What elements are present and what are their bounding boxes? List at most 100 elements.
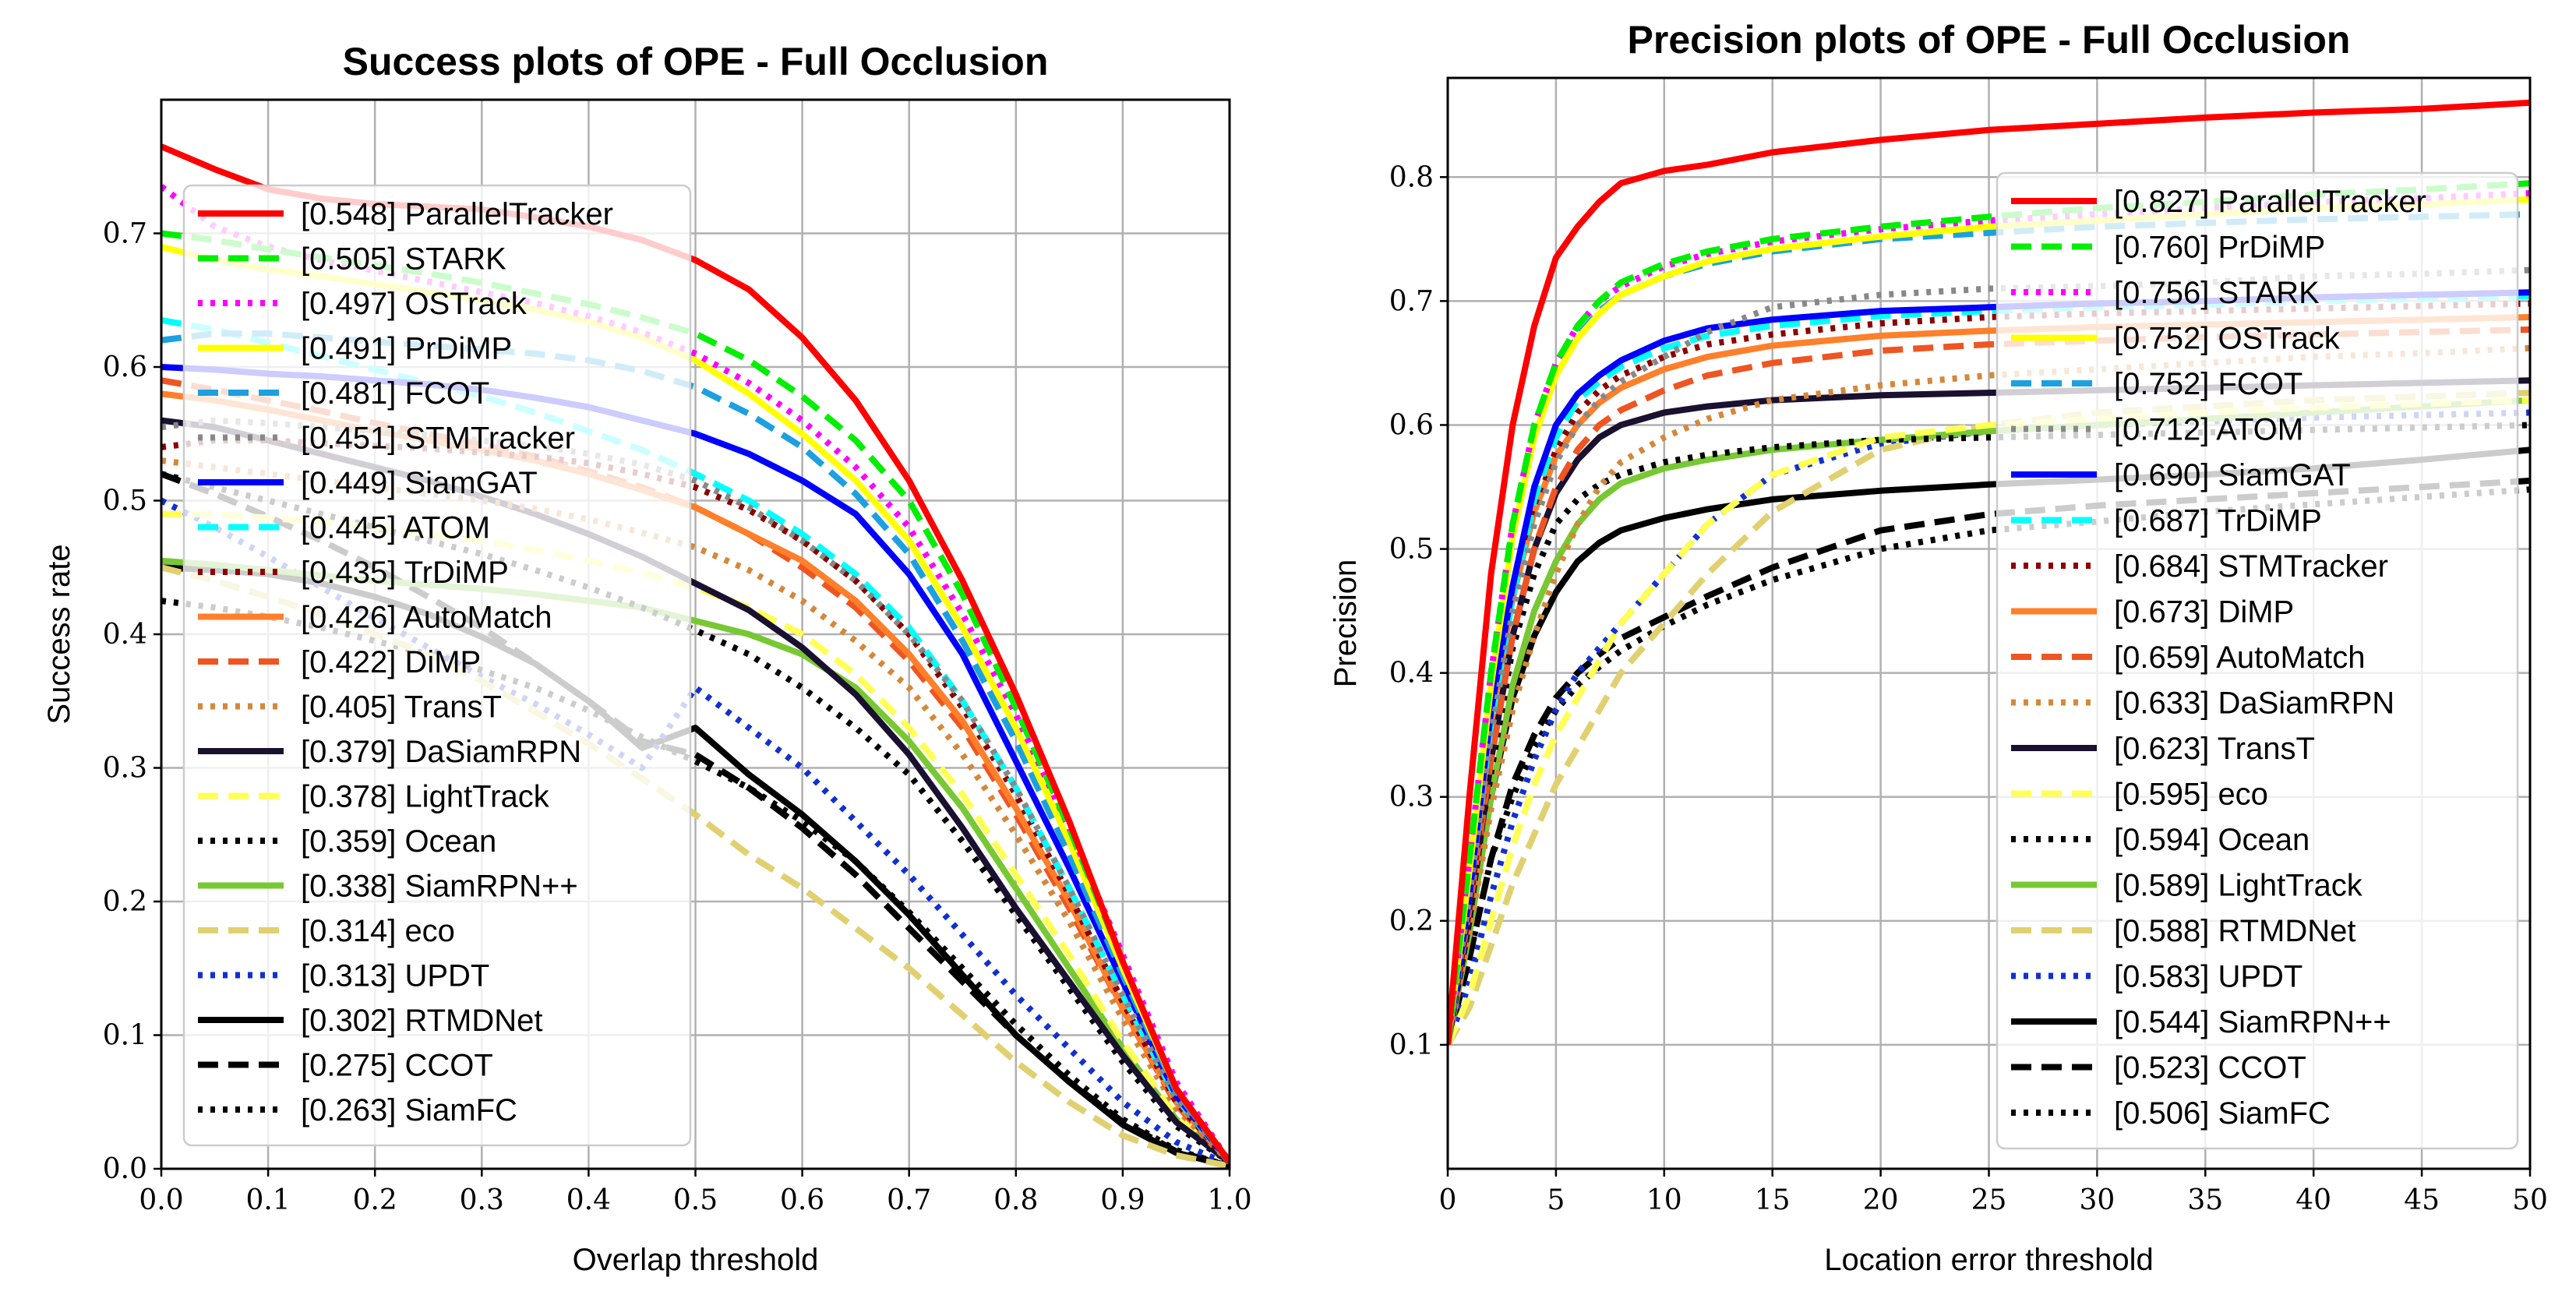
legend-entry: [0.633] DaSiamRPN [2114,686,2394,721]
legend-entry: [0.752] FCOT [2114,367,2303,401]
y-tick-label: 0.1 [103,1020,147,1052]
y-tick-label: 0.3 [103,753,147,785]
x-tick-label: 0 [1439,1184,1457,1216]
legend-entry: [0.302] RTMDNet [301,1004,543,1038]
y-tick-label: 0.1 [1389,1029,1434,1061]
legend-entry: [0.505] STARK [301,242,506,277]
y-tick-label: 0.2 [103,886,147,918]
y-tick-label: 0.6 [1389,409,1434,441]
x-tick-label: 0.5 [673,1184,718,1216]
x-tick-label: 0.0 [139,1184,183,1216]
y-tick-label: 0.7 [1389,285,1434,317]
x-tick-label: 50 [2512,1184,2548,1216]
x-tick-label: 0.8 [993,1184,1038,1216]
y-tick-label: 0.7 [103,218,147,250]
x-tick-label: 10 [1646,1184,1682,1216]
legend-entry: [0.673] DiMP [2114,595,2294,630]
legend: [0.827] ParallelTracker [0.760] PrDiMP [0.… [1996,171,2519,1150]
y-tick-label: 0.4 [103,619,147,651]
legend-entry: [0.422] DiMP [301,645,481,679]
series-line [1448,266,2530,1046]
legend-entry: [0.445] ATOM [301,511,490,545]
legend-entry: [0.687] TrDiMP [2114,504,2322,538]
legend-entry: [0.359] Ocean [301,824,496,859]
x-tick-label: 0.3 [460,1184,504,1216]
legend-entry: [0.583] UPDT [2114,960,2303,994]
legend-box [182,184,692,1147]
legend-entry: [0.491] PrDiMP [301,332,512,366]
legend-entry: [0.544] SiamRPN++ [2114,1005,2391,1039]
legend-entry: [0.827] ParallelTracker [2114,185,2426,219]
x-tick-label: 0.4 [566,1184,611,1216]
legend: [0.548] ParallelTracker [0.505] STARK [0.4… [182,184,692,1147]
legend-entry: [0.379] DaSiamRPN [301,735,581,769]
series-line [161,510,1230,1165]
x-tick-label: 40 [2295,1184,2331,1216]
legend-entry: [0.595] eco [2114,778,2268,812]
y-tick-label: 0.6 [103,351,147,383]
legend-entry: [0.752] OSTrack [2114,322,2341,356]
legend-entry: [0.275] CCOT [301,1049,493,1083]
chart-panel-1: 0.0 0.1 0.2 0.3 0.4 0.5 0.6 0.7 0.8 0.9 1.0 0.0 0.1 0… [42,40,1252,1277]
series-line [1448,180,2530,1046]
x-tick-label: 0.7 [887,1184,931,1216]
legend-entry: [0.548] ParallelTracker [301,197,613,231]
x-tick-label: 0.6 [780,1184,824,1216]
x-tick-label: 35 [2187,1184,2223,1216]
legend-entry: [0.523] CCOT [2114,1051,2306,1085]
legend-entry: [0.594] Ocean [2114,823,2310,857]
legend-entry: [0.338] SiamRPN++ [301,870,578,904]
x-axis-label: Overlap threshold [573,1243,819,1277]
legend-entry: [0.684] STMTracker [2114,549,2388,584]
x-tick-label: 20 [1863,1184,1899,1216]
series-line [1448,99,2530,1046]
y-axis-label: Precision [1329,559,1363,688]
legend-entry: [0.451] STMTracker [301,422,575,456]
y-tick-label: 0.0 [103,1153,147,1185]
legend-box [1996,171,2519,1150]
y-tick-label: 0.4 [1389,658,1434,690]
legend-entry: [0.659] AutoMatch [2114,640,2365,675]
y-tick-label: 0.8 [1389,161,1434,193]
chart-title: Precision plots of OPE - Full Occlusion [1628,18,2351,62]
x-axis-label: Location error threshold [1824,1243,2153,1277]
x-tick-label: 15 [1755,1184,1791,1216]
chart-panel-2: 0 5 10 15 20 25 30 35 40 45 50 0.1 0.2 0.3 0.4 0.5 0.6 0.… [1329,18,2548,1277]
legend-entry: [0.313] UPDT [301,959,489,993]
legend-entry: [0.497] OSTrack [301,287,528,321]
legend-entry: [0.314] eco [301,914,455,948]
legend-entry: [0.712] ATOM [2114,413,2303,447]
y-tick-label: 0.5 [103,485,147,517]
legend-entry: [0.506] SiamFC [2114,1096,2331,1131]
legend-entry: [0.426] AutoMatch [301,601,552,635]
plot-frame [160,98,1231,1170]
series-line [161,330,1230,1164]
legend-entry: [0.263] SiamFC [301,1093,517,1127]
y-tick-label: 0.2 [1389,905,1434,937]
legend-entry: [0.690] SiamGAT [2114,458,2351,492]
legend-entry: [0.756] STARK [2114,276,2320,310]
legend-entry: [0.589] LightTrack [2114,869,2363,903]
series-line [161,230,1230,1164]
series-line [161,184,1230,1164]
x-tick-label: 1.0 [1207,1184,1251,1216]
legend-entry: [0.405] TransT [301,690,502,725]
x-tick-label: 45 [2404,1184,2440,1216]
legend-entry: [0.588] RTMDNet [2114,914,2356,948]
x-tick-label: 0.2 [353,1184,397,1216]
x-tick-label: 5 [1547,1184,1565,1216]
x-tick-label: 0.1 [245,1184,290,1216]
legend-entry: [0.481] FCOT [301,376,489,411]
y-axis-label: Success rate [42,544,76,724]
legend-entry: [0.378] LightTrack [301,780,550,814]
legend-entry: [0.449] SiamGAT [301,466,538,500]
legend-entry: [0.435] TrDiMP [301,556,509,590]
legend-entry: [0.760] PrDiMP [2114,231,2325,265]
x-tick-label: 0.9 [1100,1184,1145,1216]
legend-entry: [0.623] TransT [2114,732,2315,766]
x-tick-label: 30 [2079,1184,2115,1216]
x-tick-label: 25 [1971,1184,2007,1216]
plot-frame [1446,76,2532,1170]
series-line [1448,478,2530,1046]
